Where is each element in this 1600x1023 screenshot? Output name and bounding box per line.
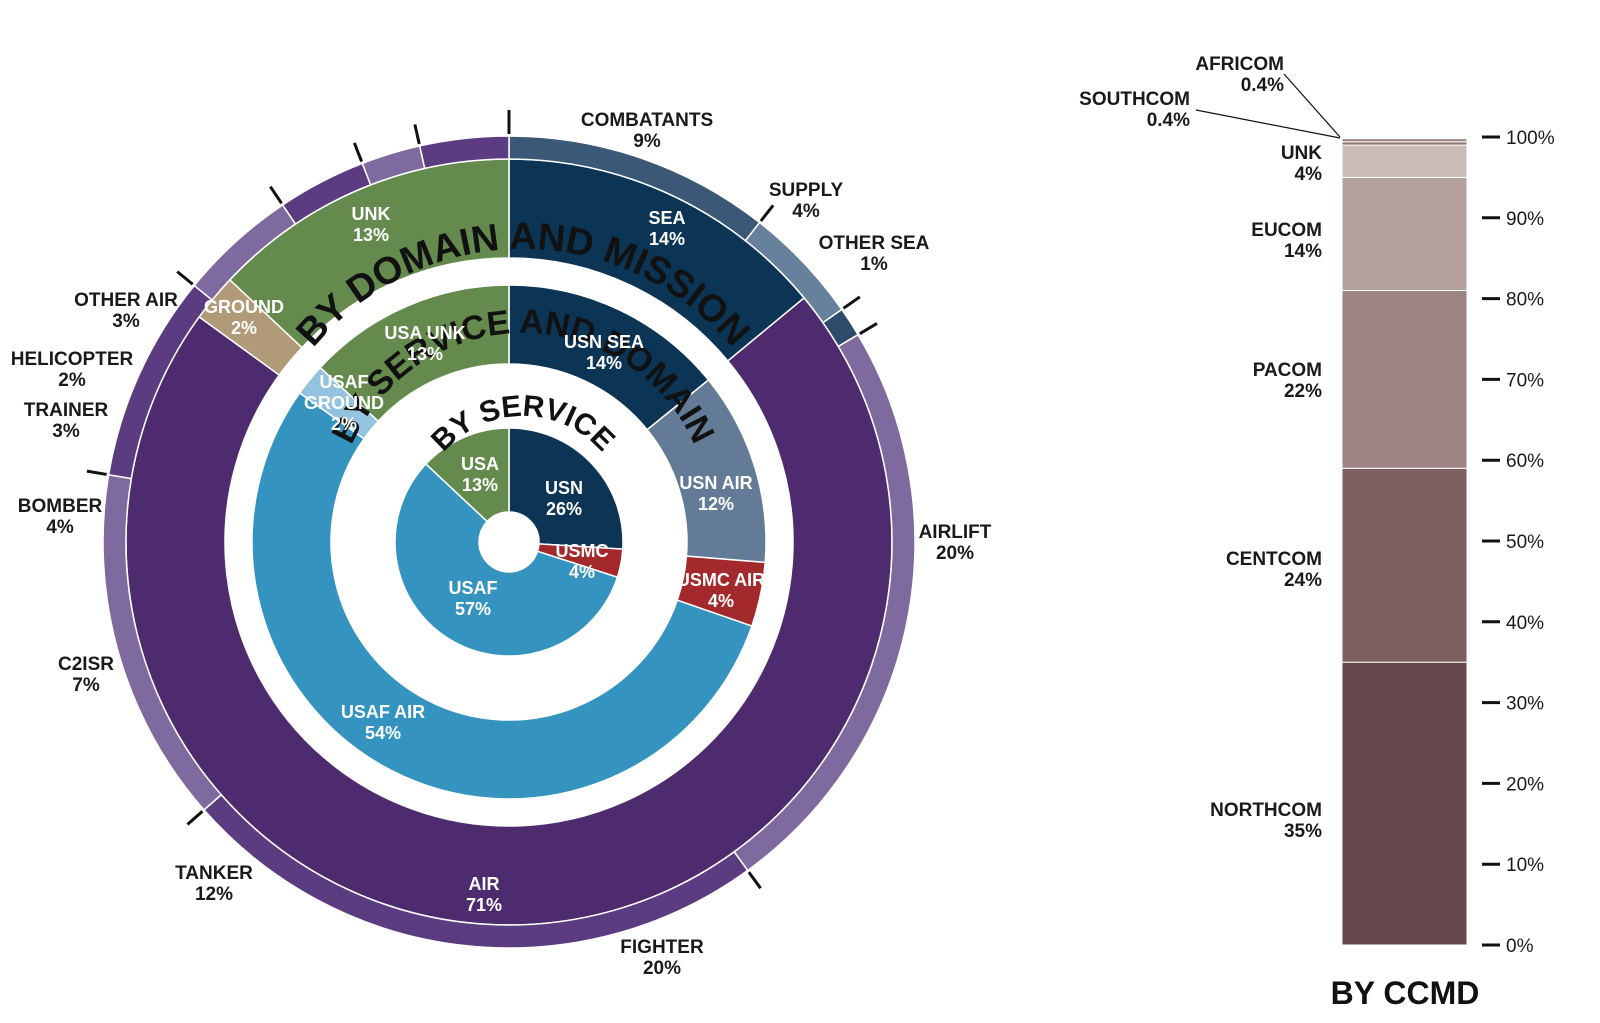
mission-label-c2isr: C2ISR 7%	[58, 654, 114, 696]
ccmd-tick-label: 20%	[1506, 774, 1544, 795]
service-slice-usaf	[394, 462, 619, 657]
ccmd-label-unk: UNK 4%	[1281, 143, 1322, 185]
mission-label-tanker: TANKER 12%	[175, 863, 253, 905]
ccmd-tick-label: 10%	[1506, 855, 1544, 876]
mission-boundary-tick	[859, 322, 878, 335]
mission-boundary-tick	[759, 204, 775, 222]
ccmd-label-southcom: SOUTHCOM 0.4%	[1079, 89, 1190, 131]
service-domain-label-usaf-ground: USAF GROUND 2%	[304, 372, 384, 434]
mission-label-airlift: AIRLIFT 20%	[919, 522, 992, 564]
service-domain-label-usa-unk: USA UNK 13%	[384, 323, 465, 364]
mission-boundary-tick	[86, 469, 107, 476]
mission-label-combatants: COMBATANTS 9%	[581, 110, 713, 152]
mission-boundary-tick	[269, 185, 283, 205]
domain-label-unk: UNK 13%	[352, 204, 391, 245]
ccmd-segment-pacom	[1341, 290, 1468, 469]
mission-boundary-tick	[186, 810, 204, 826]
mission-boundary-tick	[747, 871, 762, 890]
mission-label-bomber: BOMBER 4%	[18, 496, 103, 538]
mission-boundary-tick	[842, 295, 861, 310]
mission-label-helicopter: HELICOPTER 2%	[11, 349, 134, 391]
service-label-usaf: USAF 57%	[449, 578, 498, 619]
ccmd-tick-label: 30%	[1506, 694, 1544, 715]
ccmd-segment-northcom	[1341, 661, 1468, 946]
ccmd-segment-centcom	[1341, 467, 1468, 663]
domain-label-ground: GROUND 2%	[204, 297, 284, 338]
ccmd-segment-africom	[1341, 138, 1468, 143]
domain-label-sea: SEA 14%	[648, 208, 685, 249]
mission-boundary-tick	[176, 270, 194, 286]
ccmd-label-northcom: NORTHCOM 35%	[1210, 800, 1322, 842]
ccmd-label-africom: AFRICOM 0.4%	[1195, 54, 1284, 96]
service-label-usmc: USMC 4%	[556, 541, 609, 582]
mission-boundary-tick	[413, 124, 421, 145]
africom-leader-line	[1283, 73, 1341, 138]
mission-slice-other-air	[418, 135, 510, 170]
service-slice-usn	[508, 427, 624, 550]
ccmd-tick-label: 100%	[1506, 128, 1555, 149]
ccmd-tick-label: 80%	[1506, 290, 1544, 311]
ccmd-segment-eucom	[1341, 176, 1468, 292]
ccmd-tick-label: 90%	[1506, 209, 1544, 230]
service-domain-label-usaf-air: USAF AIR 54%	[341, 702, 425, 743]
ccmd-tick-label: 60%	[1506, 451, 1544, 472]
ccmd-title: BY CCMD	[1331, 975, 1480, 1011]
mission-label-supply: SUPPLY 4%	[769, 180, 844, 222]
service-domain-label-usmc-air: USMC AIR 4%	[677, 570, 765, 611]
mission-label-other-sea: OTHER SEA 1%	[819, 233, 930, 275]
domain-label-air: AIR 71%	[466, 874, 502, 915]
mission-boundary-tick	[352, 142, 364, 163]
mission-label-fighter: FIGHTER 20%	[620, 937, 704, 979]
ccmd-label-eucom: EUCOM 14%	[1251, 220, 1322, 262]
ccmd-stacked-bar: 0% 10% 20% 30% 40% 50% 60% 70% 80% 90% 100% NORTHCO…	[1079, 54, 1555, 1011]
service-label-usn: USN 26%	[545, 478, 583, 519]
service-domain-label-usn-air: USN AIR 12%	[679, 473, 752, 514]
service-domain-slice-usaf-air	[251, 391, 753, 800]
ccmd-label-centcom: CENTCOM 24%	[1226, 549, 1322, 591]
ccmd-tick-label: 70%	[1506, 370, 1544, 391]
ccmd-tick-label: 40%	[1506, 613, 1544, 634]
service-domain-label-usn-sea: USN SEA 14%	[564, 332, 644, 373]
service-slice-usa	[424, 427, 510, 523]
service-domain-slice-usa-unk	[319, 284, 510, 423]
ccmd-tick-label: 0%	[1506, 936, 1534, 957]
southcom-leader-line	[1195, 109, 1341, 139]
mission-label-other-air: OTHER AIR 3%	[74, 290, 178, 332]
service-label-usa: USA 13%	[461, 454, 499, 495]
mission-label-trainer: TRAINER 3%	[24, 400, 109, 442]
ccmd-tick-label: 50%	[1506, 532, 1544, 553]
ccmd-segment-unk	[1341, 144, 1468, 178]
ccmd-label-pacom: PACOM 22%	[1253, 360, 1322, 402]
